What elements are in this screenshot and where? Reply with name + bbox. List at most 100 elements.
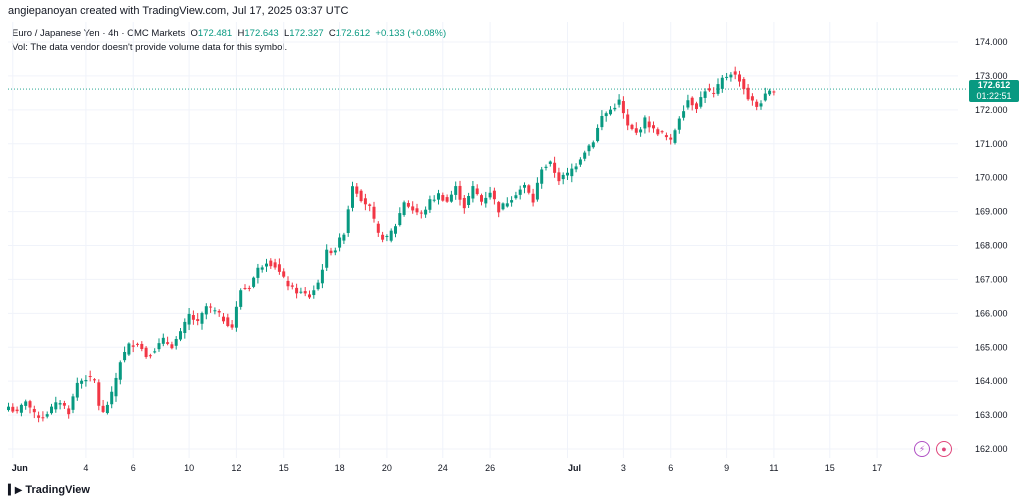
candle <box>682 105 686 121</box>
change-value: +0.133 (+0.08%) <box>375 28 447 39</box>
candle <box>742 77 746 95</box>
candle <box>677 116 681 134</box>
candle-body <box>398 213 402 226</box>
candle <box>613 103 617 112</box>
candle <box>445 194 449 203</box>
bolt-icon[interactable]: ⚡ <box>914 441 930 457</box>
candle-body <box>768 90 772 95</box>
candle-body <box>690 97 694 106</box>
candle <box>647 116 651 133</box>
candle <box>7 402 10 412</box>
price-tick-label: 164.000 <box>975 376 1008 386</box>
candle-body <box>750 96 754 101</box>
candle <box>471 180 475 203</box>
candles <box>7 66 776 423</box>
candle <box>763 87 767 102</box>
candle-body <box>686 100 690 108</box>
candle <box>183 318 187 339</box>
candle-body <box>695 103 698 110</box>
candle <box>290 282 294 290</box>
candle-body <box>514 195 518 199</box>
time-tick-label: Jun <box>12 463 28 473</box>
candle <box>213 307 217 315</box>
candle-body <box>424 209 428 215</box>
candle-body <box>535 182 539 200</box>
record-icon[interactable]: ● <box>936 441 952 457</box>
candle-body <box>204 306 208 315</box>
candle-body <box>93 379 96 381</box>
candle <box>415 203 419 216</box>
candle <box>406 200 410 209</box>
candle-body <box>359 190 363 202</box>
candle-body <box>157 343 161 350</box>
candle-body <box>733 71 737 75</box>
candle <box>462 194 466 214</box>
candle-body <box>84 380 88 382</box>
candle <box>475 184 479 196</box>
candle-body <box>703 91 707 98</box>
time-tick-label: 4 <box>83 463 88 473</box>
candle-body <box>333 250 337 253</box>
candle-body <box>308 294 311 298</box>
candle-body <box>252 277 256 287</box>
candle <box>303 286 307 297</box>
candle <box>492 187 496 205</box>
candle <box>71 393 75 414</box>
candle-body <box>613 107 617 110</box>
candle-body <box>140 343 144 350</box>
candle <box>299 287 303 294</box>
candle-body <box>58 403 62 405</box>
candle <box>467 192 471 208</box>
high-label: H <box>237 28 245 39</box>
candle-body <box>630 124 634 129</box>
price-axis[interactable]: 162.000 163.000 164.000 165.000 166.000 167.0… <box>975 37 1008 454</box>
candle <box>286 276 290 291</box>
candle <box>389 228 393 243</box>
candle <box>196 313 200 326</box>
candle-body <box>230 324 234 328</box>
candle <box>325 244 329 272</box>
candle-body <box>531 193 535 203</box>
candle-body <box>458 185 462 200</box>
candle <box>514 191 518 200</box>
price-tick-label: 172.000 <box>975 105 1008 115</box>
candle <box>527 184 531 195</box>
symbol-name[interactable]: Euro / Japanese Yen · 4h · CMC Markets <box>12 28 186 39</box>
candle-body <box>71 396 75 410</box>
candle-body <box>75 382 79 398</box>
candle <box>480 193 483 206</box>
candle <box>118 360 122 385</box>
candle-body <box>247 287 251 289</box>
candle <box>535 177 539 202</box>
time-tick-label: 15 <box>279 463 289 473</box>
candle <box>131 340 135 353</box>
candle <box>518 185 522 200</box>
last-price-value: 172.612 <box>977 80 1011 90</box>
time-tick-label: 17 <box>872 463 882 473</box>
candle <box>226 313 230 328</box>
low-value: 172.327 <box>289 28 324 39</box>
candle <box>243 284 247 290</box>
tradingview-logo[interactable]: ▍▶ TradingView <box>8 484 90 496</box>
time-tick-label: 9 <box>724 463 729 473</box>
candle <box>110 386 114 409</box>
candle-body <box>441 195 445 201</box>
candle-body <box>561 174 565 180</box>
candle-body <box>548 161 552 164</box>
candle <box>265 258 268 272</box>
candle-body <box>11 406 15 412</box>
candle-body <box>634 128 638 133</box>
candle <box>376 221 380 237</box>
candle <box>557 167 561 186</box>
candle-body <box>738 74 741 82</box>
low-label: L <box>284 28 290 39</box>
chart-author-line: angiepanoyan created with TradingView.co… <box>8 5 349 17</box>
candle-body <box>7 406 10 411</box>
candle-body <box>385 235 389 237</box>
candle-body <box>209 306 213 308</box>
time-axis[interactable]: Jun 4 6 10 12 15 18 20 24 26 Jul 3 6 9 11 15 17 <box>12 463 882 473</box>
candle <box>660 130 664 134</box>
candle-body <box>621 101 625 114</box>
candle-body <box>484 197 488 204</box>
